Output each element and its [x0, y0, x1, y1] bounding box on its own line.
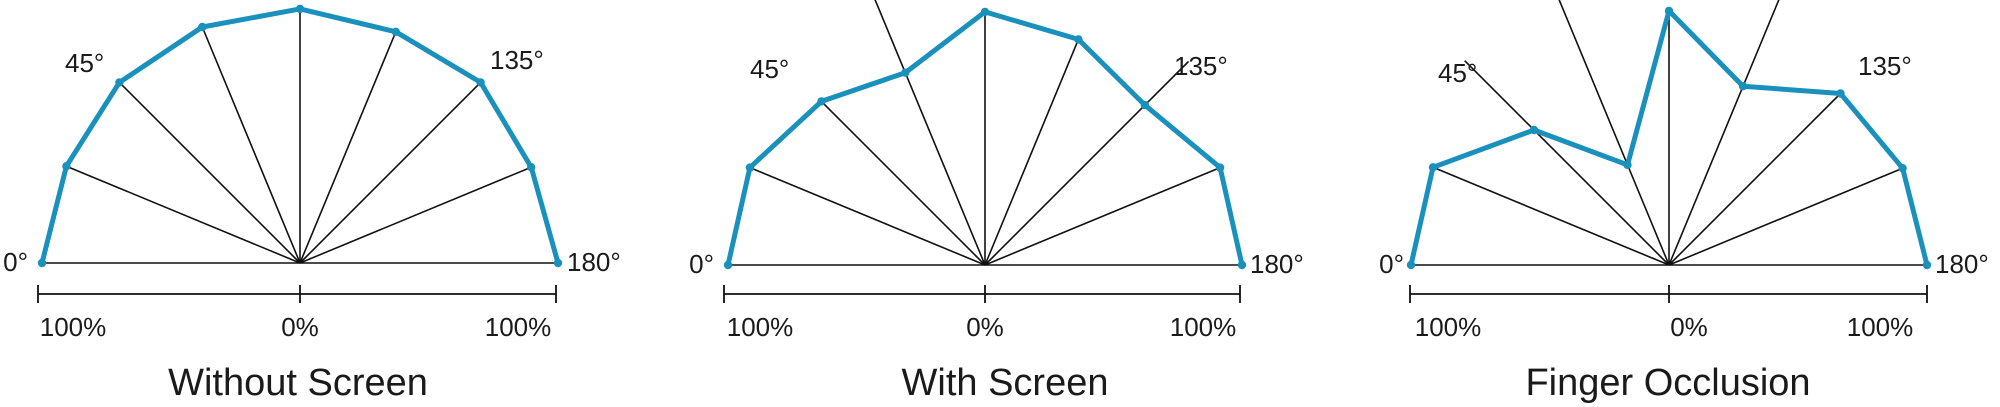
data-point-45: [817, 97, 826, 106]
angle-label-135: 135°: [1858, 51, 1912, 81]
axis-label-center-0: 0%: [966, 312, 1004, 342]
data-point-67.5: [1623, 160, 1632, 170]
angle-rays: [42, 8, 558, 264]
angle-ray-157.5: [984, 166, 1221, 266]
data-point-135: [476, 78, 485, 87]
angle-ray-67.5: [874, 0, 986, 266]
data-point-112.5: [1738, 82, 1748, 91]
axis-label-right-100: 100%: [1170, 312, 1237, 342]
angle-label-135: 135°: [1174, 51, 1228, 81]
data-point-90: [1664, 6, 1674, 16]
data-point-112.5: [391, 27, 400, 36]
angle-ray-157.5: [299, 166, 532, 264]
angle-ray-112.5: [1668, 0, 1780, 266]
angle-rays: [1411, 0, 1927, 266]
chart-title: Finger Occlusion: [1525, 362, 1810, 404]
data-point-157.5: [1215, 163, 1225, 172]
angle-ray-45: [820, 100, 986, 266]
angle-ray-45: [1464, 60, 1670, 266]
angle-ray-22.5: [1432, 166, 1670, 266]
data-point-0: [723, 260, 733, 270]
angle-label-45: 45°: [65, 48, 104, 78]
percent-axis: [37, 285, 557, 303]
angle-label-180: 180°: [1250, 249, 1304, 279]
chart-panel-without-screen: 0° 45° 135° 180° 100% 0% 100% Without Sc…: [3, 4, 621, 404]
data-point-90: [980, 7, 990, 17]
angle-ray-22.5: [66, 165, 301, 264]
angle-label-180: 180°: [1935, 249, 1989, 279]
angle-label-45: 45°: [750, 54, 789, 84]
angle-ray-135: [984, 60, 1190, 266]
angle-ray-112.5: [984, 39, 1080, 266]
data-point-157.5: [1898, 164, 1907, 173]
data-point-22.5: [62, 162, 71, 171]
data-point-180: [553, 258, 563, 268]
data-point-135: [1836, 89, 1845, 98]
chart-panel-with-screen: 45° 135° 0° 180° 100% 0% 100% With Scree…: [689, 0, 1304, 404]
angle-ray-135: [299, 81, 482, 264]
data-point-90: [295, 4, 305, 14]
axis-label-left-100: 100%: [727, 312, 794, 342]
angle-ray-67.5: [201, 26, 301, 264]
data-point-0: [37, 258, 47, 268]
percent-axis: [1409, 285, 1928, 303]
data-point-22.5: [1428, 163, 1438, 172]
axis-label-center-0: 0%: [281, 312, 319, 342]
axis-label-left-100: 100%: [40, 312, 107, 342]
angle-rays: [728, 0, 1242, 266]
angle-ray-135: [1668, 92, 1842, 266]
data-point-45: [1529, 125, 1539, 135]
data-point-112.5: [1074, 35, 1083, 44]
angle-label-180: 180°: [567, 247, 621, 277]
axis-label-left-100: 100%: [1415, 312, 1482, 342]
angle-label-0: 0°: [1379, 249, 1404, 279]
angle-label-0: 0°: [689, 249, 714, 279]
axis-label-right-100: 100%: [485, 312, 552, 342]
data-points: [37, 4, 563, 268]
axis-label-center-0: 0%: [1670, 312, 1708, 342]
angle-ray-45: [118, 81, 301, 264]
angle-label-135: 135°: [490, 45, 544, 75]
data-point-180: [1922, 260, 1932, 270]
data-point-180: [1237, 260, 1247, 270]
angle-ray-22.5: [749, 166, 986, 266]
data-point-0: [1406, 260, 1416, 270]
angle-label-45: 45°: [1438, 58, 1477, 88]
angle-ray-112.5: [299, 31, 397, 264]
data-point-45: [115, 78, 124, 87]
data-point-67.5: [901, 68, 910, 77]
angle-label-0: 0°: [3, 247, 28, 277]
data-point-22.5: [745, 163, 755, 172]
chart-title: With Screen: [902, 362, 1109, 404]
angle-ray-67.5: [1558, 0, 1670, 266]
data-points: [1406, 6, 1932, 270]
data-point-157.5: [527, 163, 536, 172]
axis-label-right-100: 100%: [1847, 312, 1914, 342]
data-points: [723, 7, 1247, 270]
angle-ray-157.5: [1668, 167, 1903, 266]
data-point-67.5: [198, 22, 207, 32]
percent-axis: [723, 285, 1241, 303]
chart-panel-finger-occlusion: 45° 135° 0° 180° 100% 0% 100% Finger Occ…: [1379, 0, 1989, 404]
data-point-135: [1140, 100, 1150, 110]
chart-title: Without Screen: [168, 362, 428, 404]
